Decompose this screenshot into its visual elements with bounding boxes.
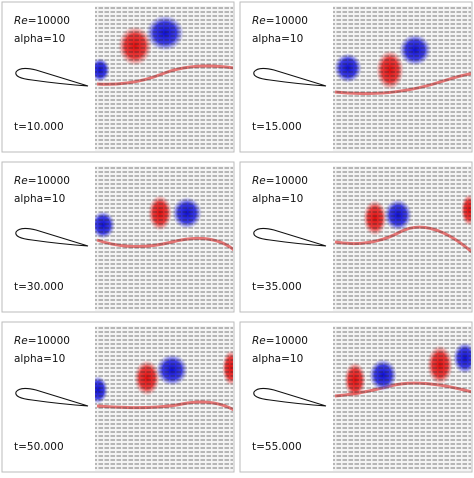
- airfoil: [15, 227, 89, 247]
- airfoil: [253, 227, 327, 247]
- vectors: [333, 6, 471, 151]
- vectors: [333, 326, 471, 471]
- panel: Re=10000 alpha=10 t=30.000: [1, 161, 235, 313]
- time-label: t=55.000: [252, 441, 302, 453]
- panel: Re=10000 alpha=10 t=35.000: [239, 161, 473, 313]
- vector-field: [333, 326, 471, 471]
- re-label: Re=10000: [252, 335, 308, 347]
- re-symbol: Re: [14, 15, 28, 27]
- airfoil: [253, 67, 327, 87]
- alpha-label: alpha=10: [14, 353, 65, 365]
- time-label: t=15.000: [252, 121, 302, 133]
- airfoil: [15, 387, 89, 407]
- alpha-label: alpha=10: [252, 193, 303, 205]
- vectors: [95, 166, 233, 311]
- vector-field: [95, 326, 233, 471]
- re-symbol: Re: [252, 15, 266, 27]
- re-value: =10000: [28, 335, 70, 347]
- vectors: [95, 326, 233, 471]
- vectors: [95, 6, 233, 151]
- re-value: =10000: [28, 175, 70, 187]
- re-label: Re=10000: [252, 175, 308, 187]
- alpha-label: alpha=10: [14, 33, 65, 45]
- panel: Re=10000 alpha=10 t=15.000: [239, 1, 473, 153]
- vector-field: [95, 6, 233, 151]
- panel: Re=10000 alpha=10 t=55.000: [239, 321, 473, 473]
- airfoil: [15, 67, 89, 87]
- re-value: =10000: [28, 15, 70, 27]
- time-label: t=10.000: [14, 121, 64, 133]
- panel: Re=10000 alpha=10 t=10.000: [1, 1, 235, 153]
- re-symbol: Re: [252, 335, 266, 347]
- re-label: Re=10000: [14, 15, 70, 27]
- alpha-label: alpha=10: [252, 353, 303, 365]
- vectors: [333, 166, 471, 311]
- vector-field: [95, 166, 233, 311]
- re-symbol: Re: [252, 175, 266, 187]
- alpha-label: alpha=10: [252, 33, 303, 45]
- time-label: t=50.000: [14, 441, 64, 453]
- re-value: =10000: [266, 175, 308, 187]
- re-value: =10000: [266, 15, 308, 27]
- re-label: Re=10000: [14, 335, 70, 347]
- panel: Re=10000 alpha=10 t=50.000: [1, 321, 235, 473]
- re-symbol: Re: [14, 335, 28, 347]
- time-label: t=30.000: [14, 281, 64, 293]
- re-label: Re=10000: [14, 175, 70, 187]
- vector-field: [333, 6, 471, 151]
- time-label: t=35.000: [252, 281, 302, 293]
- airfoil: [253, 387, 327, 407]
- re-label: Re=10000: [252, 15, 308, 27]
- re-value: =10000: [266, 335, 308, 347]
- vector-field: [333, 166, 471, 311]
- re-symbol: Re: [14, 175, 28, 187]
- alpha-label: alpha=10: [14, 193, 65, 205]
